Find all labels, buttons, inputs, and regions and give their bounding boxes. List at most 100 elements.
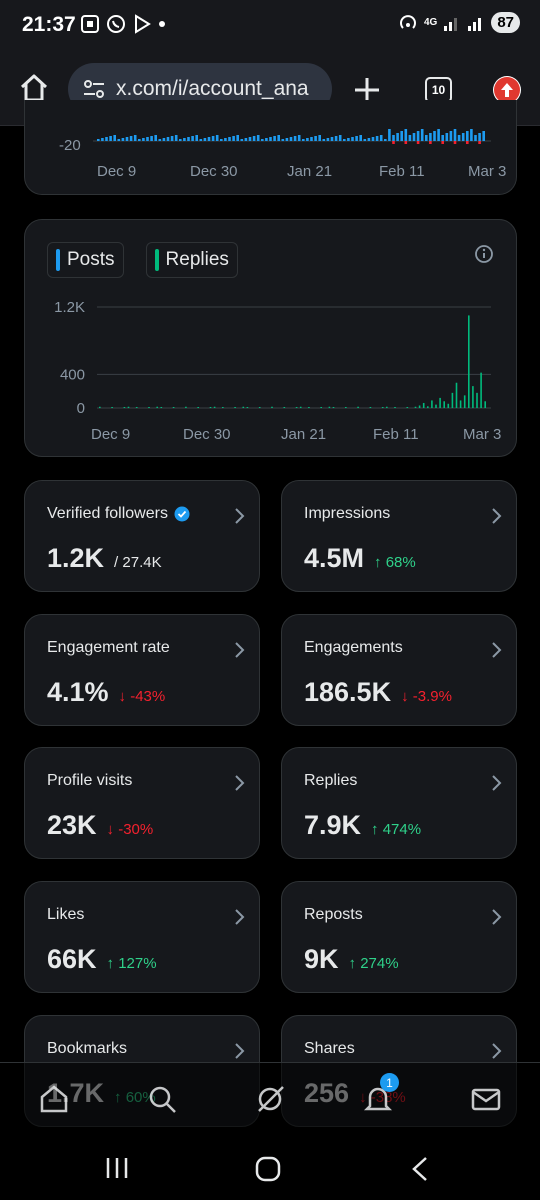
activity-bar [461, 133, 465, 141]
activity-bar [293, 136, 297, 141]
activity-bar [375, 136, 379, 141]
replies-bar [172, 407, 175, 408]
activity-bar [367, 138, 371, 141]
replies-bar [246, 407, 249, 408]
activity-bar-negative [404, 141, 408, 144]
stat-card[interactable]: Verified followers 1.2K / 27.4K [24, 480, 260, 592]
stat-title-text: Engagements [304, 639, 403, 656]
replies-bar [345, 407, 347, 408]
stat-title: Replies [304, 772, 357, 790]
activity-bar [162, 138, 166, 141]
stat-card[interactable]: Profile visits 23K ↓ -30% [24, 747, 260, 859]
new-tab-button[interactable] [352, 75, 382, 110]
activity-bar [277, 135, 280, 141]
activity-bar-negative [429, 141, 432, 144]
legend-label: Posts [67, 249, 115, 270]
stat-card[interactable]: Engagements 186.5K ↓ -3.9% [281, 614, 517, 726]
replies-bar [357, 406, 359, 408]
activity-bar [117, 139, 121, 141]
activity-bar [203, 138, 207, 141]
activity-bar [445, 133, 449, 141]
stat-change: ↓ -43% [119, 688, 166, 705]
stat-value: 9K [304, 944, 339, 974]
activity-bar [273, 136, 276, 141]
activity-bar [236, 135, 239, 141]
activity-bar [220, 139, 223, 141]
info-icon[interactable] [474, 244, 494, 264]
replies-bar [427, 406, 429, 408]
stat-total: / 27.4K [114, 554, 162, 571]
stat-value-row: 1.2K / 27.4K [47, 543, 162, 574]
signal-icon-2 [468, 17, 482, 31]
stat-card[interactable]: Likes 66K ↑ 127% [24, 881, 260, 993]
grok-icon[interactable] [254, 1083, 286, 1115]
stat-title: Engagements [304, 639, 403, 657]
update-button[interactable] [493, 76, 521, 104]
activity-bar [138, 139, 141, 141]
stat-card[interactable]: Engagement rate 4.1% ↓ -43% [24, 614, 260, 726]
home-icon[interactable] [38, 1083, 70, 1115]
activity-bar [97, 139, 100, 141]
activity-chart: -20 Dec 9 Dec 30 Jan 21 Feb 11 Mar 3 [59, 129, 506, 180]
stat-card[interactable]: Impressions 4.5M ↑ 68% [281, 480, 517, 592]
activity-bar [351, 137, 354, 141]
stat-title-text: Reposts [304, 906, 363, 923]
url-text: x.com/i/account_ana [116, 77, 309, 100]
activity-bar [174, 135, 178, 141]
stat-title: Reposts [304, 906, 363, 924]
activity-bar [215, 135, 219, 141]
legend-posts[interactable]: Posts [47, 242, 124, 278]
signal-icon [444, 17, 458, 31]
replies-bar [283, 407, 286, 408]
stat-card[interactable]: Replies 7.9K ↑ 474% [281, 747, 517, 859]
stat-title: Bookmarks [47, 1040, 127, 1058]
replies-bar [463, 395, 466, 408]
activity-bar [256, 135, 260, 141]
activity-bar [404, 129, 408, 141]
replies-bar [332, 407, 335, 408]
activity-bar [343, 139, 346, 141]
activity-bar [154, 135, 157, 141]
activity-bar [338, 135, 342, 141]
legend-replies[interactable]: Replies [145, 242, 238, 278]
replies-bar [431, 400, 433, 408]
arrow-down-icon: ↓ [118, 688, 131, 705]
stat-value-row: 186.5K ↓ -3.9% [304, 677, 452, 708]
x-tick-label: Feb 11 [379, 163, 425, 180]
arrow-up-icon: ↑ [374, 554, 386, 571]
activity-bar [326, 138, 330, 141]
recents-icon[interactable] [104, 1156, 130, 1180]
activity-bar [322, 139, 326, 141]
search-icon[interactable] [146, 1083, 178, 1115]
chevron-right-icon [235, 1043, 245, 1059]
stat-card[interactable]: Reposts 9K ↑ 274% [281, 881, 517, 993]
activity-bar [379, 135, 383, 141]
replies-bar [197, 407, 199, 408]
status-bar: 21:37 4G 87 [0, 0, 540, 52]
activity-bar [302, 139, 305, 141]
activity-bar [392, 135, 395, 141]
legend-label: Replies [165, 249, 229, 270]
activity-bar [166, 137, 170, 141]
site-settings-icon[interactable] [82, 77, 106, 101]
verified-badge-icon [174, 506, 190, 522]
activity-bar [306, 138, 309, 141]
back-icon[interactable] [409, 1156, 431, 1182]
replies-bar [222, 407, 224, 408]
activity-bar [318, 135, 321, 141]
replies-bar [472, 386, 474, 408]
battery-indicator: 87 [491, 12, 520, 33]
home-icon[interactable] [255, 1156, 281, 1182]
replies-bar [455, 382, 458, 408]
stat-title-text: Profile visits [47, 772, 133, 789]
activity-bar [457, 135, 461, 141]
activity-bar [441, 135, 444, 141]
notification-icons [80, 14, 166, 34]
activity-bar [269, 137, 272, 141]
activity-bar [228, 137, 231, 141]
messages-icon[interactable] [470, 1083, 502, 1115]
status-time: 21:37 [22, 13, 76, 36]
stat-title-text: Shares [304, 1040, 355, 1057]
notifications-icon[interactable] [362, 1083, 394, 1115]
stat-value: 7.9K [304, 810, 362, 840]
